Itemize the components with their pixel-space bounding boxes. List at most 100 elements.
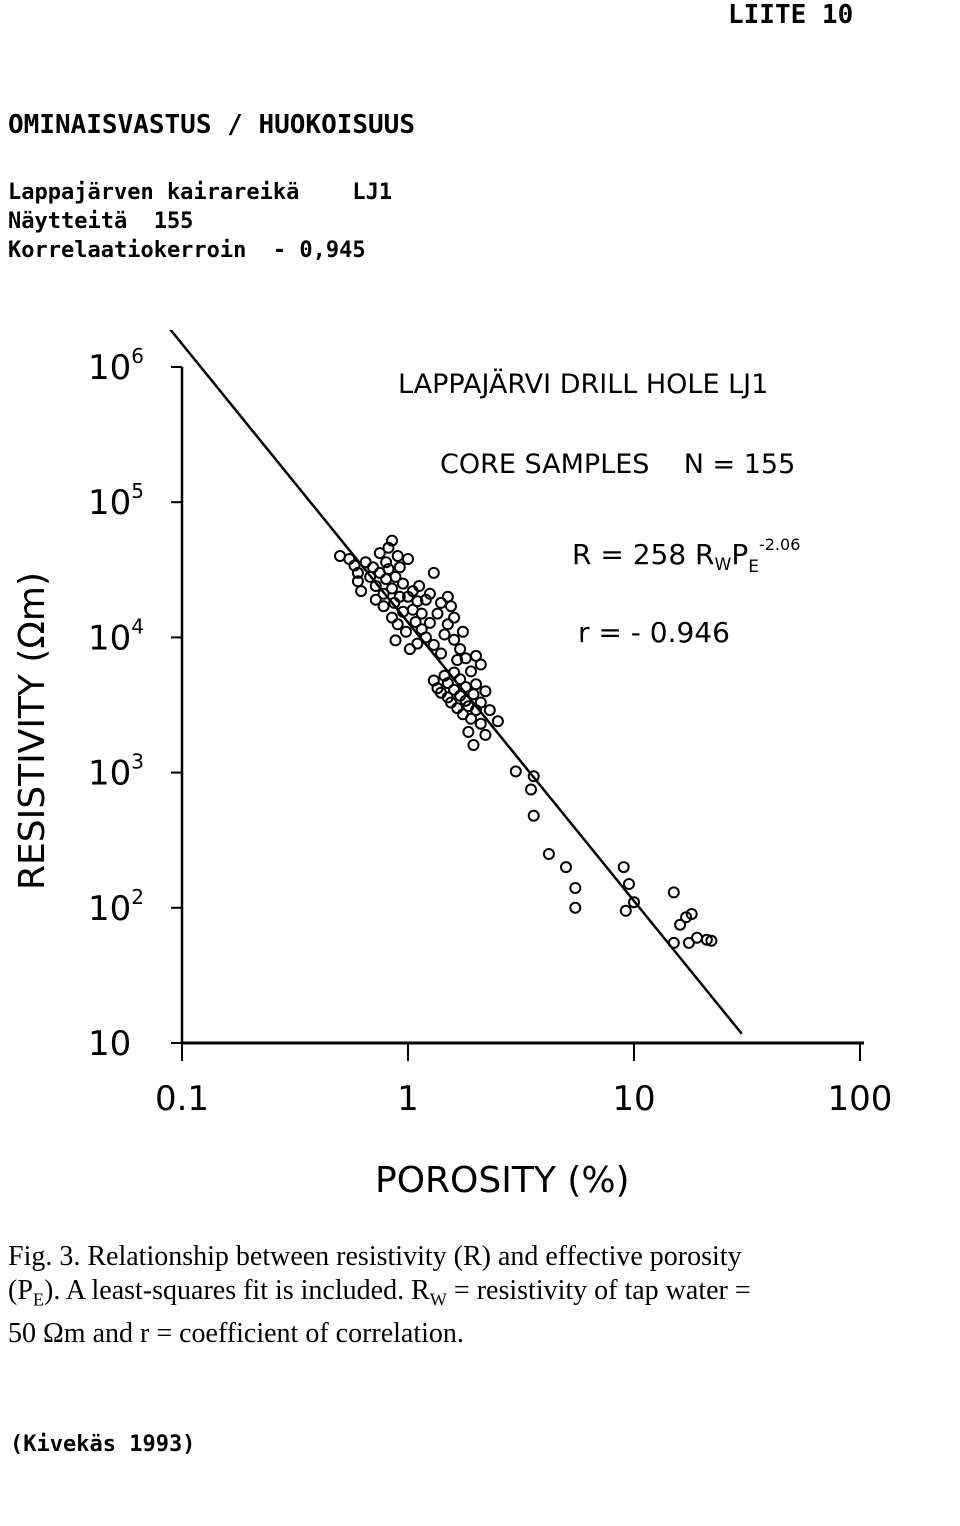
equation-left: R = 258 R xyxy=(572,538,715,571)
y-tick-label: 105 xyxy=(88,479,144,523)
data-point xyxy=(391,550,404,562)
y-tick-label: 103 xyxy=(88,750,144,794)
figure-caption: Fig. 3. Relationship between resistivity… xyxy=(8,1240,938,1351)
info-correlation: Korrelaatiokerroin - 0,945 xyxy=(8,238,366,263)
x-tick-label: 10 xyxy=(612,1079,655,1119)
data-point xyxy=(448,633,461,646)
data-point xyxy=(470,678,482,691)
y-tick-label: 10 xyxy=(88,1024,131,1064)
y-tick-base: 10 xyxy=(88,348,131,388)
data-point xyxy=(393,590,406,603)
data-point xyxy=(628,896,640,909)
caption-line-2: (PE). A least-squares fit is included. R… xyxy=(8,1274,938,1317)
caption-sub-e: E xyxy=(32,1289,45,1310)
data-point xyxy=(569,882,582,894)
data-point xyxy=(382,563,395,576)
data-point xyxy=(380,556,393,569)
data-point xyxy=(409,616,422,628)
y-tick-exponent: 2 xyxy=(131,885,144,909)
data-point xyxy=(382,541,395,554)
data-point xyxy=(462,725,475,738)
x-tick-label: 100 xyxy=(828,1079,893,1119)
data-point xyxy=(454,643,467,656)
y-axis-label: RESISTIVITY (Ωm) xyxy=(12,572,53,890)
data-point xyxy=(427,566,440,579)
data-point xyxy=(393,561,406,574)
caption-line-1: Fig. 3. Relationship between resistivity… xyxy=(8,1241,742,1272)
y-tick-exponent: 4 xyxy=(131,614,144,638)
equation-p: P xyxy=(731,538,748,571)
appendix-label: LIITE 10 xyxy=(728,0,854,30)
data-point xyxy=(389,570,402,583)
caption-part: ). A least-squares fit is included. R xyxy=(44,1275,430,1306)
fit-line xyxy=(169,330,743,1035)
page-heading: OMINAISVASTUS / HUOKOISUUS xyxy=(8,110,415,140)
equation-exponent: -2.06 xyxy=(759,535,800,554)
info-drill-hole: Lappajärven kairareikä LJ1 xyxy=(8,180,393,205)
x-axis-label: POROSITY (%) xyxy=(375,1160,630,1201)
correlation-label: r = - 0.946 xyxy=(578,616,730,649)
data-point xyxy=(705,934,718,947)
data-point xyxy=(435,647,447,660)
data-point xyxy=(491,715,504,728)
data-point xyxy=(369,593,382,606)
y-tick-exponent: 5 xyxy=(131,479,144,503)
x-axis-ticks: 0.1 1 10 100 xyxy=(155,1043,892,1119)
data-point xyxy=(560,861,572,874)
data-point xyxy=(474,717,487,730)
data-point xyxy=(373,547,386,560)
data-point xyxy=(617,861,630,874)
data-point xyxy=(448,611,461,624)
equation-w: W xyxy=(715,555,732,575)
data-point xyxy=(456,625,469,638)
y-tick-base: 10 xyxy=(88,889,131,929)
y-tick-base: 10 xyxy=(88,483,131,523)
y-tick-base: 10 xyxy=(88,618,131,658)
data-point xyxy=(415,607,428,620)
equation-e: E xyxy=(748,557,759,577)
data-point xyxy=(431,607,444,620)
data-point xyxy=(700,933,713,946)
data-point xyxy=(441,618,454,631)
data-point xyxy=(367,561,379,574)
y-tick-base: 10 xyxy=(88,1024,131,1064)
caption-sub-w: W xyxy=(429,1289,447,1310)
data-point xyxy=(674,918,687,931)
data-point xyxy=(527,809,540,822)
data-point xyxy=(438,628,451,641)
y-tick-base: 10 xyxy=(88,754,131,794)
caption-part: (P xyxy=(8,1275,33,1306)
data-point xyxy=(380,573,393,586)
data-point xyxy=(413,580,426,592)
data-point xyxy=(377,600,390,613)
data-point xyxy=(400,625,412,638)
x-tick-label: 1 xyxy=(397,1079,419,1119)
data-point xyxy=(403,643,416,656)
data-point xyxy=(509,765,522,778)
data-point xyxy=(423,587,436,600)
data-point xyxy=(377,587,390,600)
caption-line-3: 50 Ωm and r = coefficient of correlation… xyxy=(8,1317,464,1349)
data-point xyxy=(451,702,464,715)
axes xyxy=(180,367,864,1045)
y-tick-exponent: 6 xyxy=(131,344,144,368)
data-point xyxy=(479,685,492,698)
data-point xyxy=(451,654,464,666)
data-point xyxy=(355,585,368,598)
data-point xyxy=(411,637,424,650)
data-point xyxy=(691,931,703,944)
data-point xyxy=(542,848,555,860)
data-point xyxy=(391,618,404,631)
data-point xyxy=(685,908,698,920)
data-point xyxy=(474,696,487,709)
data-point xyxy=(441,677,454,689)
data-point xyxy=(386,611,398,624)
y-tick-label: 102 xyxy=(88,885,144,929)
data-point xyxy=(467,739,480,751)
data-point xyxy=(527,770,540,783)
data-point xyxy=(525,783,537,796)
data-point xyxy=(386,534,398,547)
data-point xyxy=(569,901,582,914)
data-point xyxy=(411,595,424,608)
